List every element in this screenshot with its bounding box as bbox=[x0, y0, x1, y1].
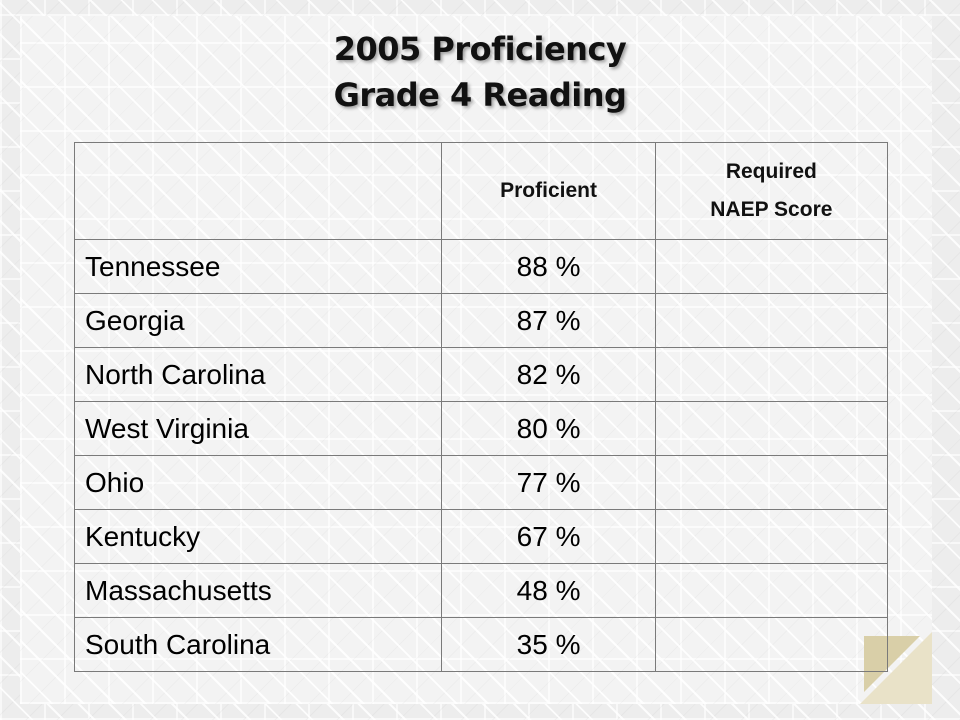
cell-required-score bbox=[654, 239, 889, 294]
cell-proficient: 67 % bbox=[441, 509, 656, 564]
table-row: South Carolina 35 % bbox=[73, 617, 889, 672]
cell-proficient: 77 % bbox=[441, 455, 656, 510]
table-header-row: Proficient Required NAEP Score bbox=[73, 142, 889, 240]
cell-required-score bbox=[654, 509, 889, 564]
table-row: West Virginia 80 % bbox=[73, 401, 889, 456]
header-state bbox=[73, 142, 443, 240]
cell-state: Kentucky bbox=[73, 509, 443, 564]
cell-state: South Carolina bbox=[73, 617, 443, 672]
cell-required-score bbox=[654, 293, 889, 348]
cell-proficient: 35 % bbox=[441, 617, 656, 672]
cell-state: Massachusetts bbox=[73, 563, 443, 618]
cell-required-score bbox=[654, 347, 889, 402]
cell-proficient: 48 % bbox=[441, 563, 656, 618]
header-required-naep-score: Required NAEP Score bbox=[654, 142, 889, 240]
cell-state: West Virginia bbox=[73, 401, 443, 456]
header-proficient: Proficient bbox=[441, 142, 656, 240]
table-row: Ohio 77 % bbox=[73, 455, 889, 510]
table-row: North Carolina 82 % bbox=[73, 347, 889, 402]
header-proficient-label: Proficient bbox=[500, 179, 597, 202]
slide-title: 2005 Proficiency Grade 4 Reading bbox=[0, 26, 960, 118]
title-line-2: Grade 4 Reading bbox=[333, 76, 627, 114]
cell-required-score bbox=[654, 563, 889, 618]
table-row: Tennessee 88 % bbox=[73, 239, 889, 294]
cell-state: Tennessee bbox=[73, 239, 443, 294]
header-required-line-1: Required bbox=[725, 160, 817, 183]
cell-state: North Carolina bbox=[73, 347, 443, 402]
table-row: Kentucky 67 % bbox=[73, 509, 889, 564]
cell-required-score bbox=[654, 617, 889, 672]
cell-proficient: 82 % bbox=[441, 347, 656, 402]
header-required-line-2: NAEP Score bbox=[710, 198, 833, 221]
cell-required-score bbox=[654, 455, 889, 510]
cell-state: Ohio bbox=[73, 455, 443, 510]
cell-required-score bbox=[654, 401, 889, 456]
proficiency-table: Proficient Required NAEP Score Tennessee… bbox=[73, 142, 889, 672]
cell-proficient: 87 % bbox=[441, 293, 656, 348]
table-row: Massachusetts 48 % bbox=[73, 563, 889, 618]
cell-proficient: 88 % bbox=[441, 239, 656, 294]
table-row: Georgia 87 % bbox=[73, 293, 889, 348]
cell-proficient: 80 % bbox=[441, 401, 656, 456]
cell-state: Georgia bbox=[73, 293, 443, 348]
title-line-1: 2005 Proficiency bbox=[333, 30, 627, 68]
